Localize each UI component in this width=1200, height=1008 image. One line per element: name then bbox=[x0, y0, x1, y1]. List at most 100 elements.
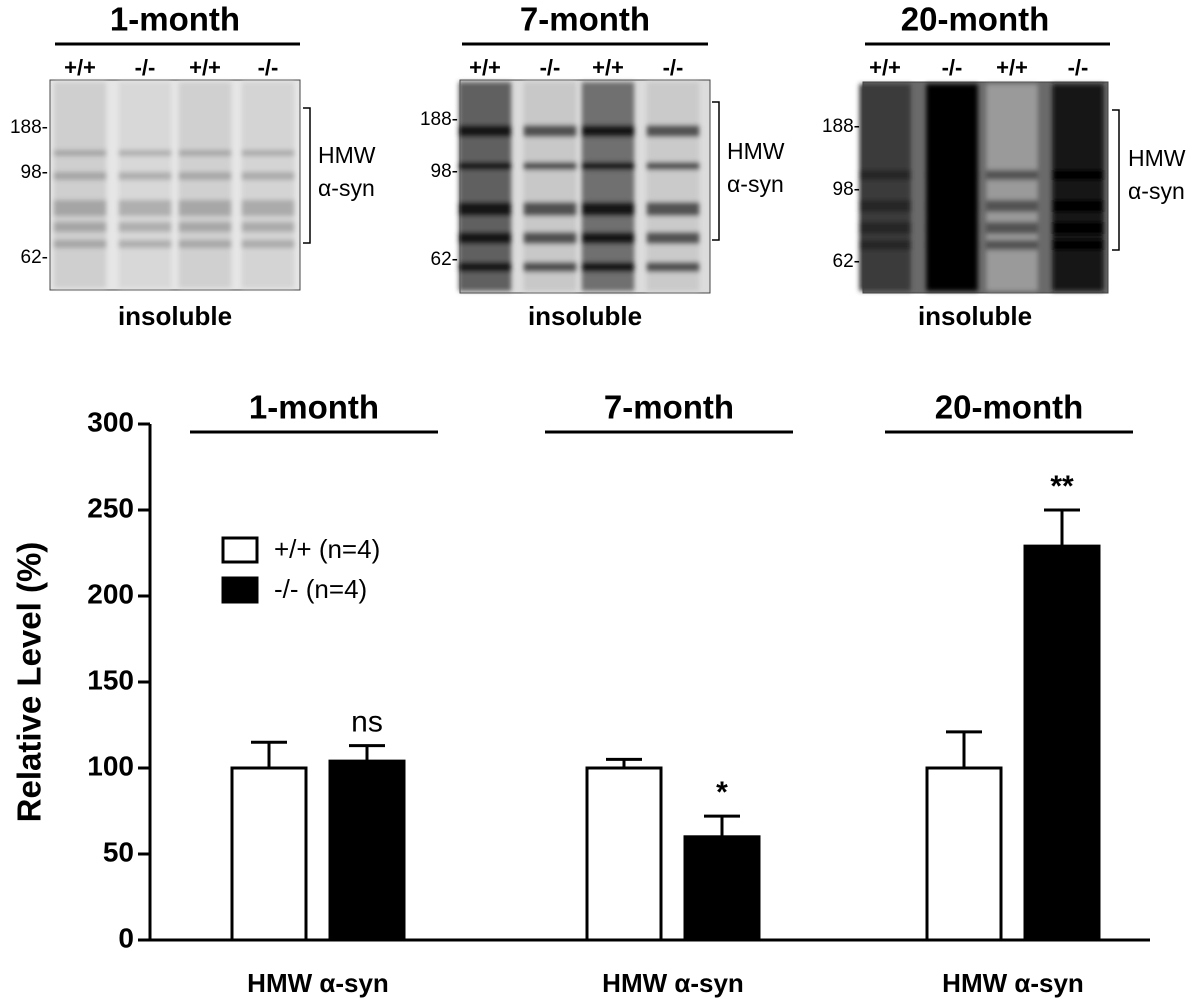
band bbox=[53, 240, 107, 248]
bracket-label: HMW bbox=[727, 138, 785, 164]
band bbox=[859, 170, 911, 180]
lane-label: -/- bbox=[540, 55, 561, 80]
band bbox=[53, 172, 107, 180]
band bbox=[581, 162, 635, 170]
band bbox=[241, 222, 295, 232]
lane-label: +/+ bbox=[592, 55, 624, 80]
bracket-label: HMW bbox=[1128, 145, 1186, 171]
band bbox=[458, 232, 512, 244]
blot-caption: insoluble bbox=[918, 301, 1032, 331]
blot-caption: insoluble bbox=[528, 301, 642, 331]
x-tick-label: HMW α-syn bbox=[602, 968, 744, 998]
band bbox=[118, 240, 172, 248]
band bbox=[1052, 170, 1104, 180]
band bbox=[581, 262, 635, 272]
legend-swatch bbox=[221, 576, 259, 604]
band bbox=[859, 222, 911, 234]
band bbox=[241, 200, 295, 216]
band bbox=[118, 200, 172, 216]
band bbox=[458, 162, 512, 170]
bracket-label: HMW bbox=[318, 142, 376, 168]
band bbox=[646, 162, 700, 170]
group-title: 7-month bbox=[604, 389, 734, 426]
band bbox=[1052, 222, 1104, 234]
error-bar bbox=[704, 814, 740, 837]
lane bbox=[859, 84, 911, 291]
band bbox=[1052, 200, 1104, 212]
band bbox=[53, 222, 107, 232]
x-tick-label: HMW α-syn bbox=[942, 968, 1084, 998]
lane-label: -/- bbox=[663, 55, 684, 80]
y-tick-label: 100 bbox=[87, 750, 134, 781]
band bbox=[646, 202, 700, 216]
marker-label: 98- bbox=[833, 179, 860, 200]
error-bar bbox=[1044, 508, 1080, 547]
lane-label: +/+ bbox=[996, 55, 1028, 80]
lane bbox=[581, 82, 635, 291]
marker-label: 98- bbox=[21, 162, 48, 183]
band bbox=[523, 125, 577, 137]
lane bbox=[241, 82, 295, 288]
marker-label: 188- bbox=[420, 109, 458, 130]
band bbox=[581, 232, 635, 244]
band bbox=[523, 262, 577, 272]
blot-title: 7-month bbox=[520, 1, 650, 38]
lane-label: -/- bbox=[1068, 55, 1089, 80]
band bbox=[178, 222, 232, 232]
legend-label: +/+ (n=4) bbox=[274, 534, 380, 564]
bracket bbox=[712, 101, 720, 241]
band bbox=[581, 125, 635, 137]
lane bbox=[118, 82, 172, 288]
lane-label: +/+ bbox=[469, 55, 501, 80]
error-bar bbox=[946, 730, 982, 768]
bar bbox=[328, 759, 406, 942]
blot-lanes bbox=[859, 84, 1104, 291]
band bbox=[178, 172, 232, 180]
lane-label: +/+ bbox=[64, 55, 96, 80]
band bbox=[523, 232, 577, 244]
marker-label: 98- bbox=[431, 161, 458, 182]
band bbox=[53, 150, 107, 156]
y-tick-label: 50 bbox=[103, 836, 134, 867]
y-tick-label: 250 bbox=[87, 492, 134, 523]
y-tick-label: 300 bbox=[87, 406, 134, 437]
blot-title: 1-month bbox=[110, 1, 240, 38]
band bbox=[523, 162, 577, 170]
band bbox=[859, 200, 911, 212]
band bbox=[241, 150, 295, 156]
bracket-label: α-syn bbox=[318, 175, 375, 201]
band bbox=[241, 240, 295, 248]
error-bar bbox=[349, 744, 385, 762]
lane-label: -/- bbox=[942, 55, 963, 80]
x-tick-label: HMW α-syn bbox=[247, 968, 389, 998]
band bbox=[118, 222, 172, 232]
band bbox=[118, 150, 172, 156]
bracket bbox=[303, 107, 311, 244]
blot-title: 20-month bbox=[901, 1, 1050, 38]
band bbox=[926, 200, 978, 212]
band bbox=[986, 200, 1038, 212]
band bbox=[646, 232, 700, 244]
y-tick-label: 0 bbox=[118, 922, 134, 953]
legend-label: -/- (n=4) bbox=[274, 574, 367, 604]
legend-swatch bbox=[221, 536, 259, 564]
band bbox=[458, 202, 512, 216]
bracket-label: α-syn bbox=[1128, 178, 1185, 204]
lane-label: +/+ bbox=[189, 55, 221, 80]
band bbox=[926, 170, 978, 180]
band bbox=[53, 200, 107, 216]
marker-label: 62- bbox=[431, 249, 458, 270]
lane bbox=[926, 84, 978, 291]
group-title: 1-month bbox=[249, 389, 379, 426]
band bbox=[523, 202, 577, 216]
band bbox=[458, 262, 512, 272]
lane bbox=[523, 82, 577, 291]
band bbox=[926, 222, 978, 234]
band bbox=[241, 172, 295, 180]
bar bbox=[585, 766, 663, 942]
bar bbox=[1023, 544, 1101, 942]
band bbox=[178, 240, 232, 248]
band bbox=[118, 172, 172, 180]
band bbox=[178, 200, 232, 216]
